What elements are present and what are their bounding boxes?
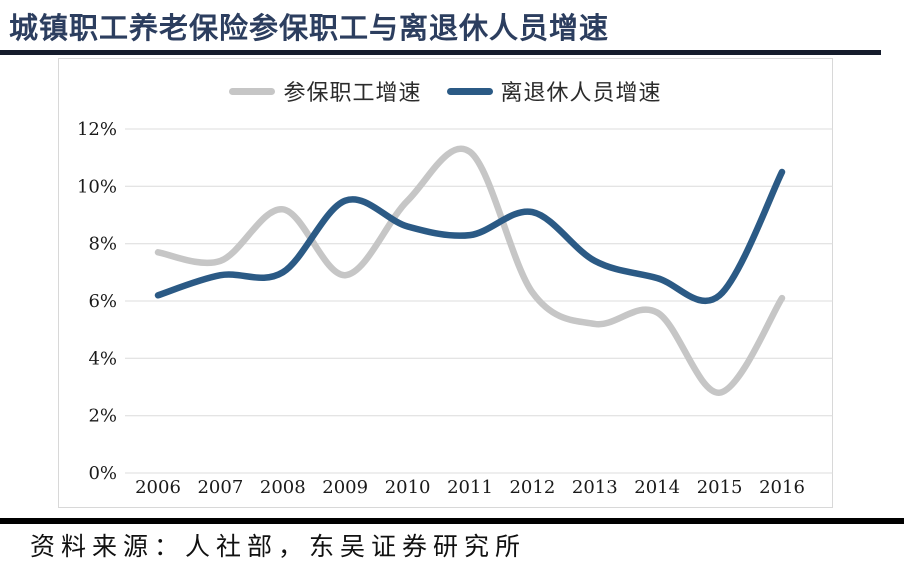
x-axis-label: 2013	[572, 477, 618, 498]
y-axis-label: 0%	[88, 463, 117, 484]
x-axis-label: 2006	[135, 477, 181, 498]
chart-frame: 0% 2% 4% 6% 8% 10% 12% 2006 2007 2008 2009 2010 2011…	[58, 58, 833, 508]
x-axis-label: 2011	[447, 477, 493, 498]
x-axis-label: 2007	[197, 477, 243, 498]
source-note: 资料来源：人社部，东吴证券研究所	[30, 532, 527, 561]
plot-area: 0% 2% 4% 6% 8% 10% 12% 2006 2007 2008 2009 2010 2011…	[77, 119, 833, 498]
chart-title: 城镇职工养老保险参保职工与离退休人员增速	[9, 11, 610, 45]
x-axis-label: 2016	[759, 477, 805, 498]
x-axis-label: 2010	[385, 477, 431, 498]
y-axis-label: 10%	[77, 176, 117, 197]
chart-legend: 参保职工增速 离退休人员增速	[59, 75, 832, 107]
legend-item-insured-workers: 参保职工增速	[229, 75, 421, 107]
legend-item-retirees: 离退休人员增速	[446, 75, 662, 107]
x-axis-label: 2009	[322, 477, 368, 498]
x-axis-label: 2015	[697, 477, 743, 498]
x-axis-label: 2014	[634, 477, 680, 498]
legend-label-insured: 参保职工增速	[283, 81, 422, 106]
y-axis-label: 12%	[77, 119, 117, 140]
y-axis-label: 4%	[88, 348, 117, 369]
legend-line-sample-insured	[229, 87, 276, 95]
title-underline	[0, 50, 881, 55]
y-axis-label: 6%	[88, 291, 117, 312]
series-line-retirees	[154, 168, 786, 305]
series-line-insured-workers	[154, 145, 786, 396]
legend-line-sample-retirees	[446, 87, 493, 95]
x-axis-label: 2012	[509, 477, 555, 498]
legend-label-retirees: 离退休人员增速	[500, 81, 662, 106]
bottom-divider	[0, 518, 904, 524]
y-axis-label: 8%	[88, 234, 117, 255]
y-axis-label: 2%	[88, 406, 117, 427]
x-axis-label: 2008	[260, 477, 306, 498]
